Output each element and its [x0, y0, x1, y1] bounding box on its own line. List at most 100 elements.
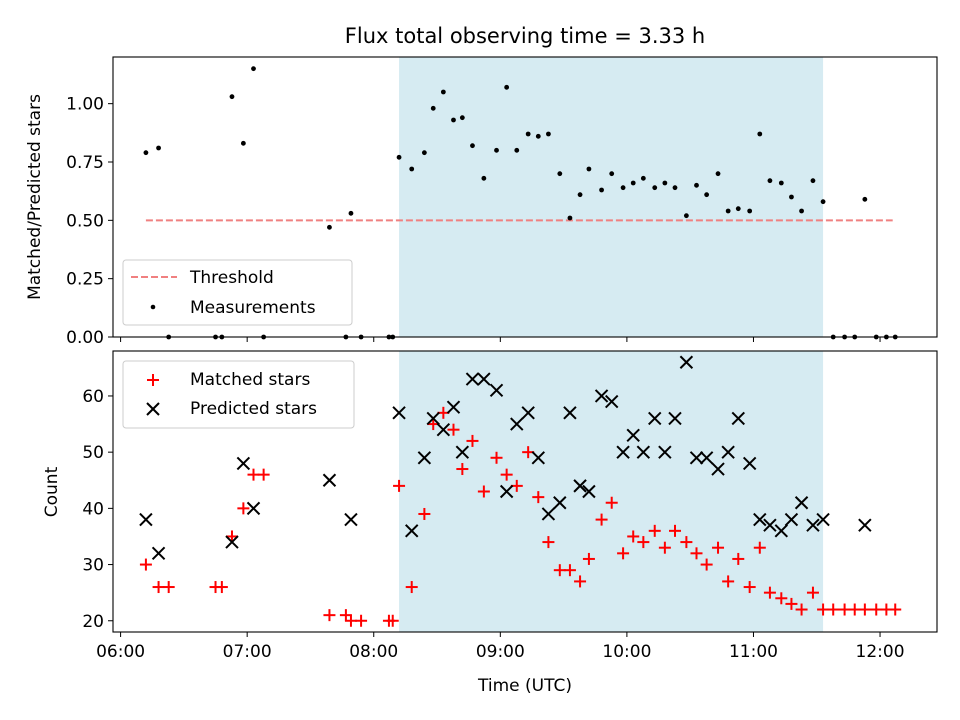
predicted-star-point [636, 445, 651, 459]
matched-star-point [637, 536, 650, 549]
top-axes: 0.00 0.25 0.50 0.75 1.00 Matched/Predicted s… [25, 56, 938, 348]
predicted-star-point [139, 512, 153, 527]
matched-star-point [658, 541, 671, 554]
measurement-point [735, 206, 741, 212]
matched-star-point [605, 496, 618, 509]
x-tick-label: 09:00 [476, 642, 525, 662]
matched-star-point [817, 603, 830, 616]
predicted-star-stroke-b [417, 451, 432, 465]
measurement-point [599, 187, 604, 193]
predicted-star-point [658, 445, 672, 459]
bottom-observing-window [399, 351, 824, 632]
predicted-legend-label: Predicted stars [190, 399, 317, 419]
predicted-star-point [753, 512, 767, 527]
measurement-point [327, 224, 332, 230]
predicted-star-point [465, 372, 480, 386]
matched-star-point [574, 575, 587, 588]
measurement-point [567, 215, 573, 221]
predicted-star-point [563, 406, 577, 420]
matched-star-point [690, 547, 703, 560]
bottom-legend: Matched stars Predicted stars [122, 360, 355, 429]
predicted-star-point [721, 445, 735, 459]
bottom-y-tick-label: 60 [82, 387, 104, 407]
predicted-star-point [521, 406, 535, 420]
matched-star-point [344, 614, 357, 627]
matched-star-point [215, 581, 228, 594]
measurement-point [747, 208, 753, 214]
matched-star-point [763, 586, 776, 599]
matched-star-point [806, 586, 819, 599]
predicted-star-stroke-b [322, 473, 337, 487]
predicted-star-stroke-b [225, 535, 239, 549]
x-tick-label: 11:00 [729, 642, 778, 662]
matched-star-point [617, 547, 630, 560]
matched-star-point [386, 614, 399, 627]
measurement-point [820, 199, 826, 205]
top-axes-frame [112, 56, 938, 338]
measurement-point [725, 208, 731, 214]
predicted-star-point [322, 473, 337, 487]
predicted-star-stroke-b [582, 484, 596, 499]
measurement-point [525, 131, 531, 137]
measurement-point [672, 185, 678, 191]
predicted-star-point [477, 372, 491, 386]
matched-star-point [247, 468, 260, 481]
predicted-star-point [489, 383, 504, 398]
matched-star-point [722, 575, 735, 588]
bottom-plot-marks [139, 355, 902, 627]
top-y-tick-label: 1.00 [66, 95, 104, 115]
measurement-point [683, 213, 689, 219]
measurement-point [396, 154, 402, 160]
predicted-star-point [774, 524, 789, 538]
predicted-star-point [626, 428, 640, 443]
predicted-star-stroke-b [858, 518, 872, 532]
predicted-star-stroke-b [426, 411, 440, 426]
predicted-star-point [679, 355, 694, 369]
x-tick-label: 07:00 [223, 642, 272, 662]
matched-star-point [257, 468, 270, 481]
x-tick-label: 06:00 [96, 642, 145, 662]
matched-star-point [627, 530, 640, 543]
predicted-star-point [573, 479, 587, 493]
x-axis-label: Time (UTC) [477, 676, 572, 696]
matched-star-point [466, 434, 479, 447]
matched-star-point [732, 552, 745, 565]
predicted-star-point [405, 524, 419, 538]
measurement-point [694, 182, 699, 188]
bottom-y-axis-label: Count [42, 466, 62, 517]
predicted-star-point [742, 456, 757, 471]
predicted-star-stroke-b [489, 383, 504, 398]
top-y-tick-label: 0.50 [66, 211, 104, 231]
predicted-star-point [531, 451, 545, 465]
matched-star-point [323, 609, 336, 622]
matched-star-point [648, 524, 661, 537]
measurement-point [862, 196, 868, 202]
bottom-y-tick-label: 30 [82, 556, 104, 576]
top-y-tick-label: 0.25 [66, 270, 104, 290]
matched-star-point [237, 502, 250, 515]
measurement-point [640, 175, 646, 181]
predicted-star-stroke-b [794, 496, 809, 510]
bottom-legend-frame [122, 360, 355, 429]
measurement-point [229, 94, 235, 100]
predicted-star-stroke-b [658, 445, 672, 459]
predicted-star-stroke-b [648, 411, 662, 426]
matched-star-point [753, 541, 766, 554]
predicted-star-stroke-b [668, 411, 682, 426]
predicted-star-stroke-b [521, 406, 535, 420]
measurement-point [767, 178, 773, 184]
predicted-star-stroke-b [236, 456, 251, 471]
predicted-star-stroke-b [604, 394, 619, 409]
measurement-point [494, 147, 499, 153]
predicted-star-point [616, 445, 630, 459]
predicted-star-stroke-b [594, 389, 609, 403]
matched-star-point [838, 603, 851, 616]
predicted-star-stroke-b [344, 512, 358, 527]
chart-title: Flux total observing time = 3.33 h [345, 24, 705, 48]
predicted-star-point [668, 411, 682, 426]
predicted-star-point [816, 512, 830, 527]
predicted-star-stroke-b [711, 462, 725, 476]
top-y-axis-label: Matched/Predicted stars [25, 94, 45, 300]
measurement-point [609, 171, 615, 177]
predicted-star-point [499, 484, 514, 499]
